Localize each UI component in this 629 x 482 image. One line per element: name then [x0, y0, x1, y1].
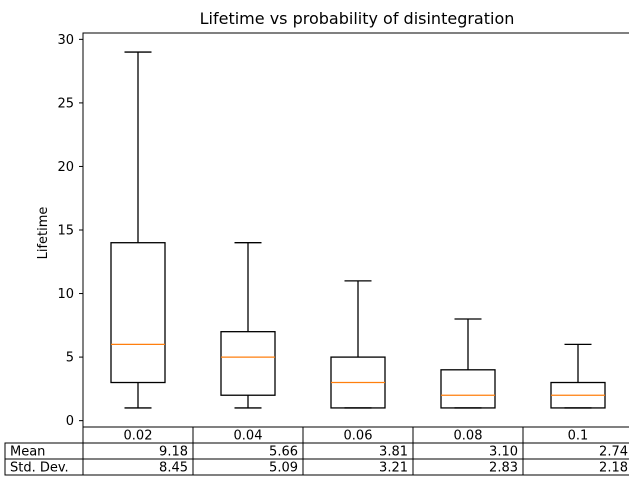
table-column-label: 0.02	[124, 429, 153, 444]
box-0.1	[550, 343, 606, 409]
y-tick-label: 10	[57, 287, 74, 302]
chart-title: Lifetime vs probability of disintegratio…	[200, 9, 515, 28]
table-cell-value: 2.18	[599, 461, 628, 476]
table-cell-value: 5.09	[269, 461, 298, 476]
box-0.02	[110, 51, 166, 409]
table-cell-value: 9.18	[159, 445, 188, 460]
y-tick-label: 25	[57, 96, 74, 111]
table-cell-value: 2.83	[489, 461, 518, 476]
y-axis-ticks: 0 5 10 15 20 25 30	[57, 33, 83, 429]
table-cell	[522, 458, 629, 476]
y-axis-label: Lifetime	[36, 207, 51, 260]
table-cell-value: 3.21	[379, 461, 408, 476]
table-row-label: Mean	[10, 445, 45, 460]
table-column-label: 0.04	[234, 429, 263, 444]
box-0.08	[440, 318, 496, 409]
box-0.04	[220, 242, 276, 409]
y-tick-label: 20	[57, 160, 74, 175]
table-cell-value: 3.81	[379, 445, 408, 460]
box-iqr	[440, 369, 496, 409]
box-iqr	[220, 331, 276, 396]
table-column-label: 0.1	[568, 429, 589, 444]
y-tick-label: 30	[57, 33, 74, 48]
y-tick-label: 15	[57, 224, 74, 239]
table-row-label: Std. Dev.	[10, 461, 69, 476]
box-0.06	[330, 280, 386, 409]
table-cell-value: 2.74	[599, 445, 628, 460]
table-column-label: 0.06	[344, 429, 373, 444]
box-series	[110, 51, 606, 409]
table-cell-value: 8.45	[159, 461, 188, 476]
y-tick-label: 5	[66, 351, 74, 366]
box-iqr	[110, 242, 166, 384]
table-cell-value: 3.10	[489, 445, 518, 460]
table-cell-value: 5.66	[269, 445, 298, 460]
y-tick-label: 0	[66, 414, 74, 429]
table-column-label: 0.08	[454, 429, 483, 444]
